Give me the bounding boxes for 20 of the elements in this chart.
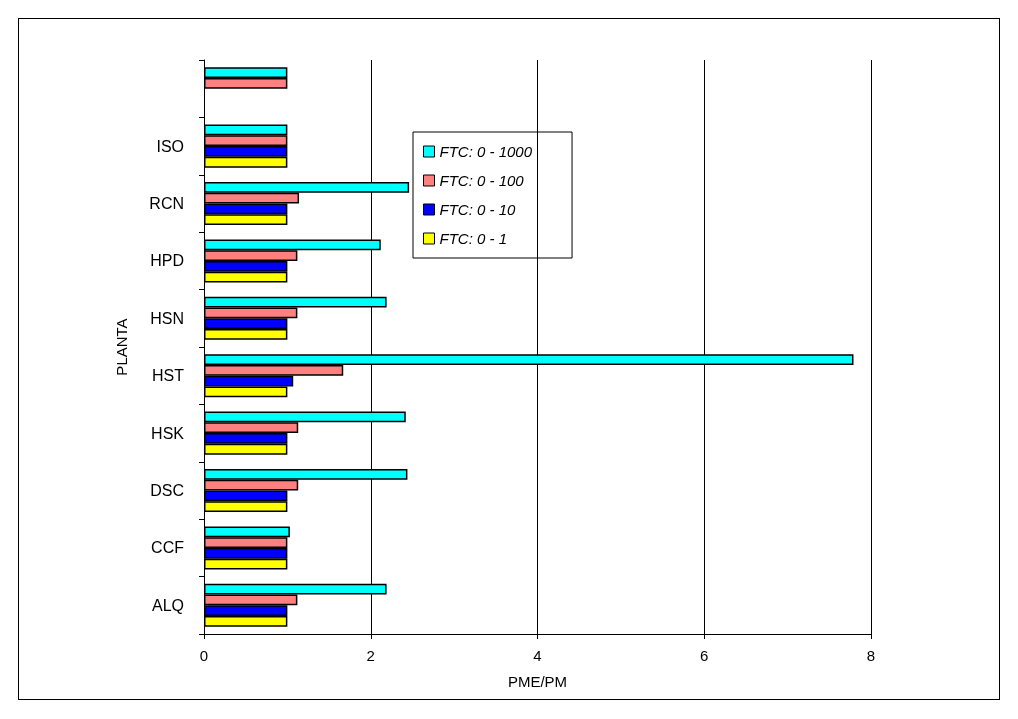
- y-tick-label: RCN: [149, 195, 184, 212]
- x-tick-label: 8: [866, 647, 876, 664]
- y-tick-label: HSN: [150, 309, 184, 327]
- x-tick-label: 0: [199, 647, 209, 664]
- y-tick-label: DSC: [150, 482, 184, 499]
- y-tick-label: CCF: [151, 539, 185, 557]
- x-tick-label: 6: [700, 647, 709, 664]
- y-tick-label: HSK: [151, 424, 185, 442]
- x-tick-label: 2: [366, 647, 375, 664]
- y-tick-label: HST: [152, 367, 185, 385]
- y-tick-label: ALQ: [151, 596, 184, 614]
- y-tick-label: HPD: [150, 252, 184, 270]
- y-tick-label: ISO: [156, 137, 184, 155]
- legend-label: FTC: 0 - 1: [439, 230, 508, 247]
- x-tick-label: 4: [533, 647, 542, 664]
- legend-label: FTC: 0 - 100: [439, 172, 525, 189]
- legend-label: FTC: 0 - 10: [439, 201, 517, 218]
- y-axis-title: PLANTA: [113, 318, 130, 376]
- x-axis-title: PME/PM: [507, 673, 568, 690]
- legend-label: FTC: 0 - 1000: [439, 143, 533, 160]
